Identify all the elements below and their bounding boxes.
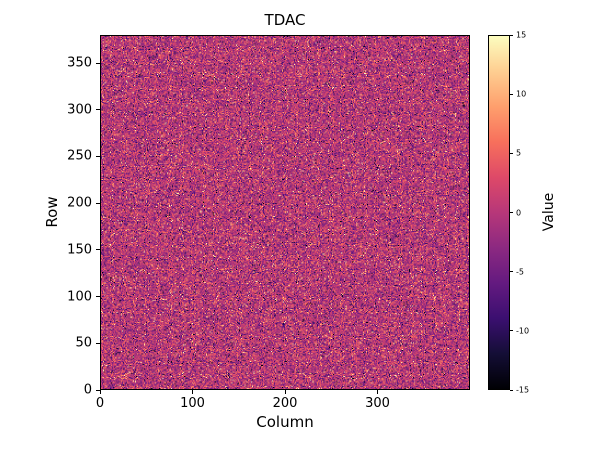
- colorbar-tick-mark: [510, 389, 513, 391]
- colorbar-tick-label: -15: [516, 385, 530, 395]
- y-tick-mark: [96, 389, 100, 391]
- x-tick-mark: [99, 390, 101, 394]
- colorbar-tick-mark: [510, 330, 513, 332]
- x-tick-mark: [377, 390, 378, 394]
- y-tick-label: 150: [67, 242, 92, 258]
- y-tick-mark: [96, 249, 100, 251]
- colorbar-tick-label: 15: [516, 30, 527, 40]
- y-tick-label: 200: [67, 195, 92, 211]
- y-tick-label: 100: [67, 289, 92, 305]
- y-tick-label: 300: [67, 102, 92, 118]
- colorbar: [488, 35, 510, 390]
- colorbar-tick-label: 5: [516, 148, 522, 158]
- colorbar-tick-label: 0: [516, 208, 522, 217]
- colorbar-tick-label: -10: [516, 326, 530, 336]
- x-tick-label: 300: [365, 396, 390, 411]
- y-tick-mark: [96, 155, 100, 157]
- colorbar-tick-mark: [510, 152, 513, 154]
- y-tick-mark: [96, 62, 100, 64]
- x-tick-mark: [284, 390, 286, 394]
- colorbar-label: Value: [541, 192, 557, 232]
- x-tick-label: 0: [95, 396, 105, 411]
- colorbar-tick-label: 10: [516, 89, 527, 99]
- x-tick-label: 100: [180, 396, 205, 411]
- y-tick-mark: [96, 109, 100, 111]
- y-tick-mark: [96, 296, 100, 298]
- colorbar-tick-mark: [510, 34, 513, 36]
- colorbar-tick-mark: [510, 93, 513, 95]
- plot-title: TDAC: [264, 11, 306, 29]
- y-tick-label: 50: [75, 335, 92, 351]
- colorbar-tick-mark: [510, 212, 513, 213]
- x-tick-label: 200: [272, 396, 298, 411]
- heatmap-canvas: [100, 35, 470, 390]
- x-tick-mark: [192, 390, 193, 394]
- x-axis-label: Column: [256, 413, 314, 431]
- y-tick-label: 250: [67, 148, 92, 164]
- y-tick-label: 0: [83, 382, 92, 398]
- y-tick-mark: [96, 342, 100, 344]
- y-tick-mark: [96, 202, 100, 204]
- colorbar-tick-mark: [510, 271, 513, 273]
- colorbar-tick-label: -5: [516, 267, 524, 277]
- y-tick-label: 350: [67, 55, 92, 71]
